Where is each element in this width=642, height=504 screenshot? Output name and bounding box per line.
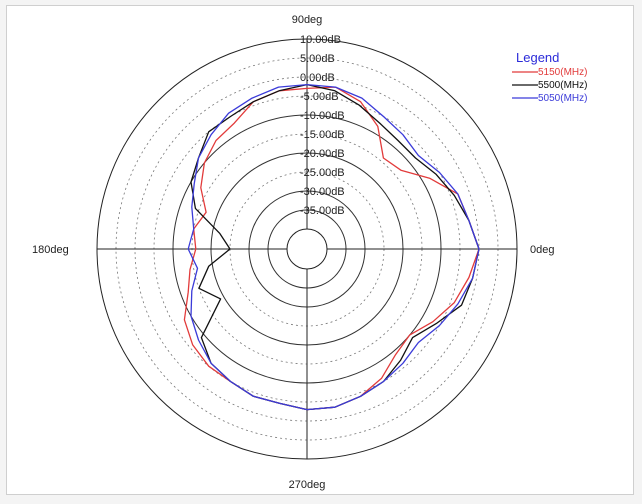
legend: Legend 5150(MHz) 5500(MHz) 5050(MHz): [512, 50, 587, 104]
angle-label: 90deg: [292, 14, 323, 26]
angle-label: 0deg: [530, 244, 554, 256]
radial-tick-label: -35.00dB: [300, 205, 345, 217]
inner-ring: [286, 228, 328, 270]
radial-tick-label: 10.00dB: [300, 34, 341, 46]
legend-label: 5150(MHz): [538, 67, 587, 78]
radial-tick-label: -10.00dB: [300, 110, 345, 122]
radial-tick-label: 0.00dB: [300, 72, 335, 84]
grid-layer: [96, 38, 518, 460]
radial-tick-label: -30.00dB: [300, 186, 345, 198]
series-line-2: [187, 83, 480, 411]
radial-tick-label: -20.00dB: [300, 148, 345, 160]
legend-title: Legend: [516, 50, 559, 65]
series-line-0: [183, 86, 480, 411]
radial-tick-label: -15.00dB: [300, 129, 345, 141]
label-layer: 10.00dB 5.00dB 0.00dB -5.00dB -10.00dB -15.00…: [32, 14, 554, 491]
legend-label: 5500(MHz): [538, 80, 587, 91]
radial-tick-label: -25.00dB: [300, 167, 345, 179]
radial-tick-label: -5.00dB: [300, 91, 339, 103]
legend-label: 5050(MHz): [538, 93, 587, 104]
angle-label: 180deg: [32, 244, 69, 256]
angle-label: 270deg: [289, 479, 326, 491]
radial-tick-label: 5.00dB: [300, 53, 335, 65]
series-layer: [183, 83, 480, 411]
